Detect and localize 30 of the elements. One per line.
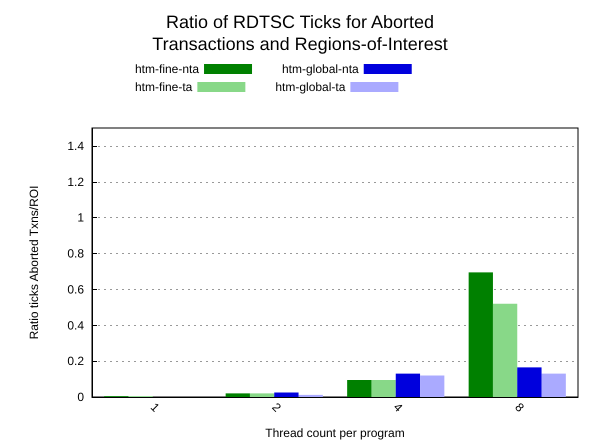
legend-label: htm-fine-nta	[134, 62, 200, 76]
bar	[492, 304, 518, 397]
x-axis-title: Thread count per program	[265, 426, 405, 440]
bar	[468, 272, 493, 397]
y-tick-label: 1.4	[67, 138, 84, 153]
bar	[542, 374, 566, 397]
x-tick-label: 8	[512, 400, 528, 415]
y-tick-label: 0.2	[67, 354, 84, 368]
bar	[420, 375, 444, 397]
y-tick-label: 1	[77, 210, 84, 225]
bar	[274, 392, 299, 397]
y-tick-label: 0.8	[67, 246, 84, 261]
legend-label: htm-fine-ta	[134, 80, 193, 94]
y-tick-label: 1.2	[67, 174, 84, 189]
bar	[396, 374, 420, 397]
bar	[517, 367, 542, 397]
x-tick-label: 1	[148, 400, 163, 415]
x-tick-label: 4	[390, 400, 406, 415]
y-tick-label: 0	[77, 390, 84, 404]
legend-label: htm-global-ta	[275, 80, 346, 94]
bar	[371, 380, 396, 397]
bar	[347, 380, 372, 397]
bar	[226, 393, 250, 397]
bar	[250, 393, 274, 397]
y-tick-label: 0.4	[67, 318, 84, 332]
x-tick-label: 2	[269, 400, 284, 415]
y-axis-title: Ratio ticks Aborted Txns/ROI	[27, 186, 41, 340]
y-tick-label: 0.6	[67, 282, 84, 296]
legend-label: htm-global-nta	[282, 62, 360, 76]
chart-title: Ratio of RDTSC Ticks for Aborted Transactions and Regions-of-Interest	[152, 12, 448, 54]
